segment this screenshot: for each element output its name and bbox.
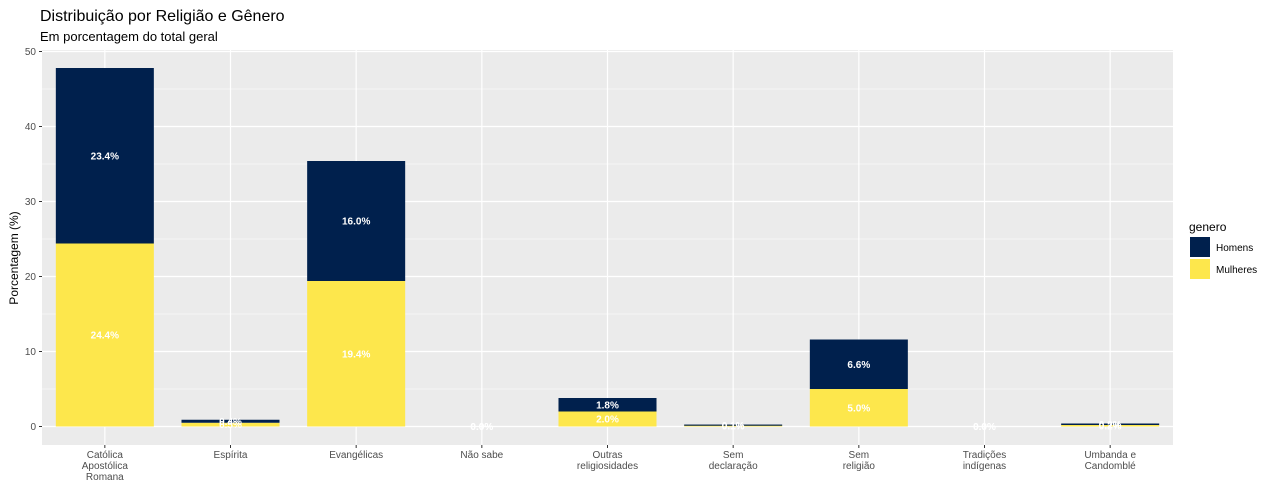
data-labels: 24.4% 23.4% 0.5%0.4% 19.4% 16.0% 0.0% 0.0% 2.0%…: [91, 151, 1122, 433]
x-axis: Católica Apostólica Romana Espírita Evangéli…: [82, 445, 1136, 483]
bars: [55, 68, 1160, 427]
legend-key-mulheres: [1190, 259, 1210, 279]
x-tick-label: Católica Apostólica Romana: [82, 450, 129, 483]
data-label-mulheres-0: 24.4%: [91, 331, 119, 342]
bar-mulheres-8: [1061, 425, 1160, 427]
legend-key-homens: [1190, 237, 1210, 257]
y-tick-label: 0: [30, 422, 36, 433]
bar-mulheres-1: [181, 422, 280, 427]
bar-homens-4: [558, 398, 657, 412]
chart-title: Distribuição por Religião e Gênero: [40, 8, 285, 25]
data-label-mulheres-8: 0.2%: [1099, 421, 1122, 432]
data-label-mulheres-4: 2.0%: [596, 415, 619, 426]
x-tick-label: Umbanda e Candomblé: [1084, 450, 1136, 472]
x-tick-label: Outras religiosidades: [577, 450, 638, 472]
data-label-homens-6: 6.6%: [847, 360, 870, 371]
data-label-mulheres-5: 0.1%: [722, 422, 745, 433]
x-tick-label: Sem religião: [843, 450, 876, 472]
legend-title: genero: [1189, 220, 1227, 234]
x-tick-label: Tradições indígenas: [963, 450, 1007, 472]
bar-mulheres-0: [55, 243, 154, 427]
bar-homens-2: [307, 161, 406, 281]
data-label-mulheres-3: 0.0%: [470, 422, 493, 433]
bar-homens-6: [809, 339, 908, 389]
x-tick-label: Sem declaração: [709, 450, 758, 472]
data-label-mulheres-6: 5.0%: [847, 403, 870, 414]
y-tick-label: 50: [25, 47, 37, 58]
bar-mulheres-4: [558, 411, 657, 427]
bar-homens-8: [1061, 423, 1160, 425]
y-axis-title: Porcentagem (%): [7, 211, 21, 304]
data-label-homens-2: 16.0%: [342, 217, 370, 228]
x-tick-label: Espírita: [214, 450, 248, 461]
bar-homens-1: [181, 419, 280, 423]
data-label-homens-7: 0.0%: [973, 422, 996, 433]
data-label-homens-4: 1.8%: [596, 400, 619, 411]
data-label-homens-8: 0.2%: [1099, 420, 1122, 431]
legend: genero Homens Mulheres: [1189, 220, 1257, 279]
legend-label-homens: Homens: [1216, 243, 1253, 254]
data-label-homens-3: 0.0%: [470, 422, 493, 433]
bar-homens-5: [684, 424, 783, 426]
bar-homens-0: [55, 68, 154, 244]
chart-subtitle: Em porcentagem do total geral: [40, 29, 218, 44]
y-axis: 0 10 20 30 40 50: [25, 47, 42, 433]
x-tick-label: Evangélicas: [329, 450, 383, 461]
bar-mulheres-5: [684, 425, 783, 427]
y-tick-label: 10: [25, 347, 37, 358]
grid-lines: [42, 50, 1173, 445]
y-tick-label: 20: [25, 272, 37, 283]
y-tick-label: 30: [25, 197, 37, 208]
bar-mulheres-6: [809, 389, 908, 427]
data-label-homens-5: 0.1%: [722, 421, 745, 432]
x-tick-label: Não sabe: [460, 450, 503, 461]
legend-label-mulheres: Mulheres: [1216, 265, 1257, 276]
data-label-homens-1: 0.4%: [219, 417, 242, 428]
data-label-mulheres-2: 19.4%: [342, 349, 370, 360]
y-tick-label: 40: [25, 122, 37, 133]
data-label-homens-0: 23.4%: [91, 151, 119, 162]
data-label-mulheres-1: 0.5%: [219, 420, 242, 431]
bar-mulheres-2: [307, 281, 406, 427]
data-label-mulheres-7: 0.0%: [973, 422, 996, 433]
